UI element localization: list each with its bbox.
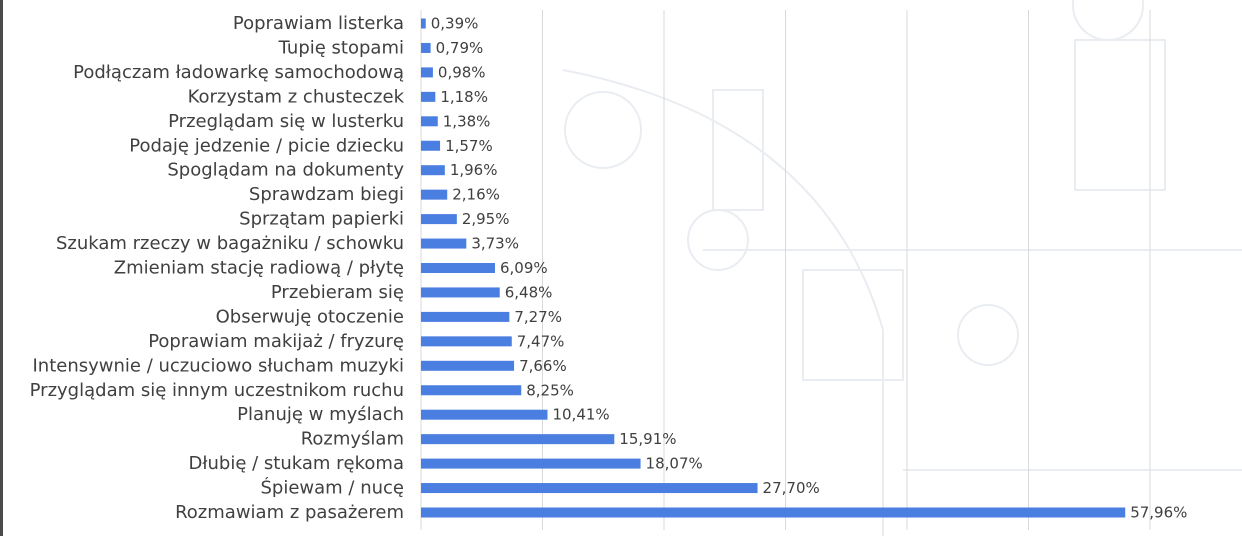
category-label: Rozmyślam [301, 429, 404, 450]
value-label: 7,27% [514, 308, 562, 326]
value-label: 2,16% [452, 186, 500, 204]
bar [421, 311, 510, 322]
bar [421, 287, 500, 298]
value-label: 7,66% [519, 357, 567, 375]
value-label: 2,95% [462, 210, 510, 228]
bar [421, 42, 431, 53]
category-label: Tupię stopami [278, 37, 404, 58]
bar [421, 67, 433, 78]
category-label: Intensywnie / uczuciowo słucham muzyki [33, 355, 405, 376]
category-label: Śpiewam / nucę [260, 477, 404, 499]
bar [421, 214, 457, 225]
value-labels: 0,39% 0,79% 0,98% 1,18% 1,38% 1,57% 1,96% 2,16%… [431, 15, 1188, 522]
value-label: 1,57% [445, 137, 493, 155]
category-label: Korzystam z chusteczek [188, 86, 405, 107]
bar [421, 336, 512, 347]
category-label: Obserwuję otoczenie [216, 306, 404, 327]
value-label: 18,07% [646, 455, 703, 473]
background-shape [1074, 39, 1166, 191]
background-shape [802, 269, 904, 381]
value-label: 10,41% [552, 406, 609, 424]
bar [421, 360, 515, 371]
category-label: Przebieram się [271, 282, 404, 303]
category-label: Rozmawiam z pasażerem [175, 502, 404, 523]
category-label: Podaję jedzenie / picie dziecku [129, 135, 404, 156]
bar [421, 263, 495, 273]
value-label: 27,70% [763, 479, 820, 497]
category-label: Szukam rzeczy w bagażniku / schowku [56, 233, 404, 254]
category-label: Poprawiam makijaż / fryzurę [148, 331, 404, 352]
value-label: 3,73% [471, 235, 519, 253]
category-label: Przeglądam się w lusterku [168, 111, 404, 132]
bars [421, 18, 1126, 518]
value-label: 0,79% [436, 39, 484, 57]
bar [421, 507, 1126, 518]
background-shape [687, 209, 749, 271]
background-shape [957, 304, 1019, 366]
bar [421, 91, 436, 102]
value-label: 0,98% [438, 63, 486, 81]
background-shape [564, 91, 642, 169]
bar [421, 434, 615, 445]
value-label: 0,39% [431, 15, 479, 33]
background-shape [1072, 0, 1144, 41]
category-label: Poprawiam listerka [233, 13, 404, 34]
value-label: 1,38% [443, 112, 491, 130]
bar [421, 458, 641, 469]
value-label: 6,48% [505, 283, 553, 301]
category-label: Podłączam ładowarkę samochodową [73, 62, 404, 83]
value-label: 1,18% [440, 88, 488, 106]
bar [421, 409, 548, 420]
background-shape [712, 89, 764, 211]
value-label: 1,96% [450, 161, 498, 179]
category-label: Przyglądam się innym uczestnikom ruchu [30, 380, 404, 401]
category-label: Spoglądam na dokumenty [167, 160, 404, 181]
bar [421, 140, 441, 151]
background-decoration [562, 0, 1242, 536]
bar [421, 385, 522, 396]
category-label: Sprawdzam biegi [249, 184, 404, 205]
bar [421, 238, 467, 249]
bar [421, 483, 758, 494]
bar-chart: Poprawiam listerka Tupię stopami Podłączam… [30, 0, 1242, 536]
value-label: 15,91% [619, 430, 676, 448]
background-shape [562, 69, 884, 536]
bar [421, 165, 445, 176]
value-label: 6,09% [500, 259, 548, 277]
category-labels: Poprawiam listerka Tupię stopami Podłączam… [30, 13, 405, 523]
bar [421, 18, 426, 29]
value-label: 57,96% [1130, 504, 1187, 522]
category-label: Sprzątam papierki [239, 209, 404, 230]
value-label: 7,47% [517, 332, 565, 350]
value-label: 8,25% [526, 381, 574, 399]
category-label: Zmieniam stację radiową / płytę [114, 258, 404, 279]
category-label: Planuję w myślach [237, 404, 404, 425]
bar [421, 189, 448, 200]
category-label: Dłubię / stukam rękoma [189, 453, 404, 474]
bar [421, 116, 438, 127]
